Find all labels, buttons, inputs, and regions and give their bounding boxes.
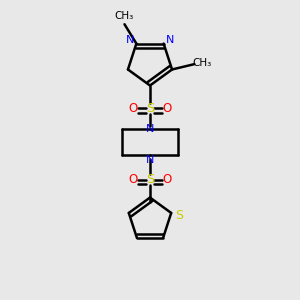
Text: S: S <box>146 102 154 115</box>
Text: CH₃: CH₃ <box>192 58 212 68</box>
Text: O: O <box>163 173 172 186</box>
Text: O: O <box>128 173 137 186</box>
Text: N: N <box>126 35 134 45</box>
Text: S: S <box>146 173 154 186</box>
Text: S: S <box>175 209 183 222</box>
Text: N: N <box>146 154 154 164</box>
Text: N: N <box>166 35 174 45</box>
Text: N: N <box>146 124 154 134</box>
Text: O: O <box>128 102 137 115</box>
Text: O: O <box>163 102 172 115</box>
Text: CH₃: CH₃ <box>115 11 134 21</box>
